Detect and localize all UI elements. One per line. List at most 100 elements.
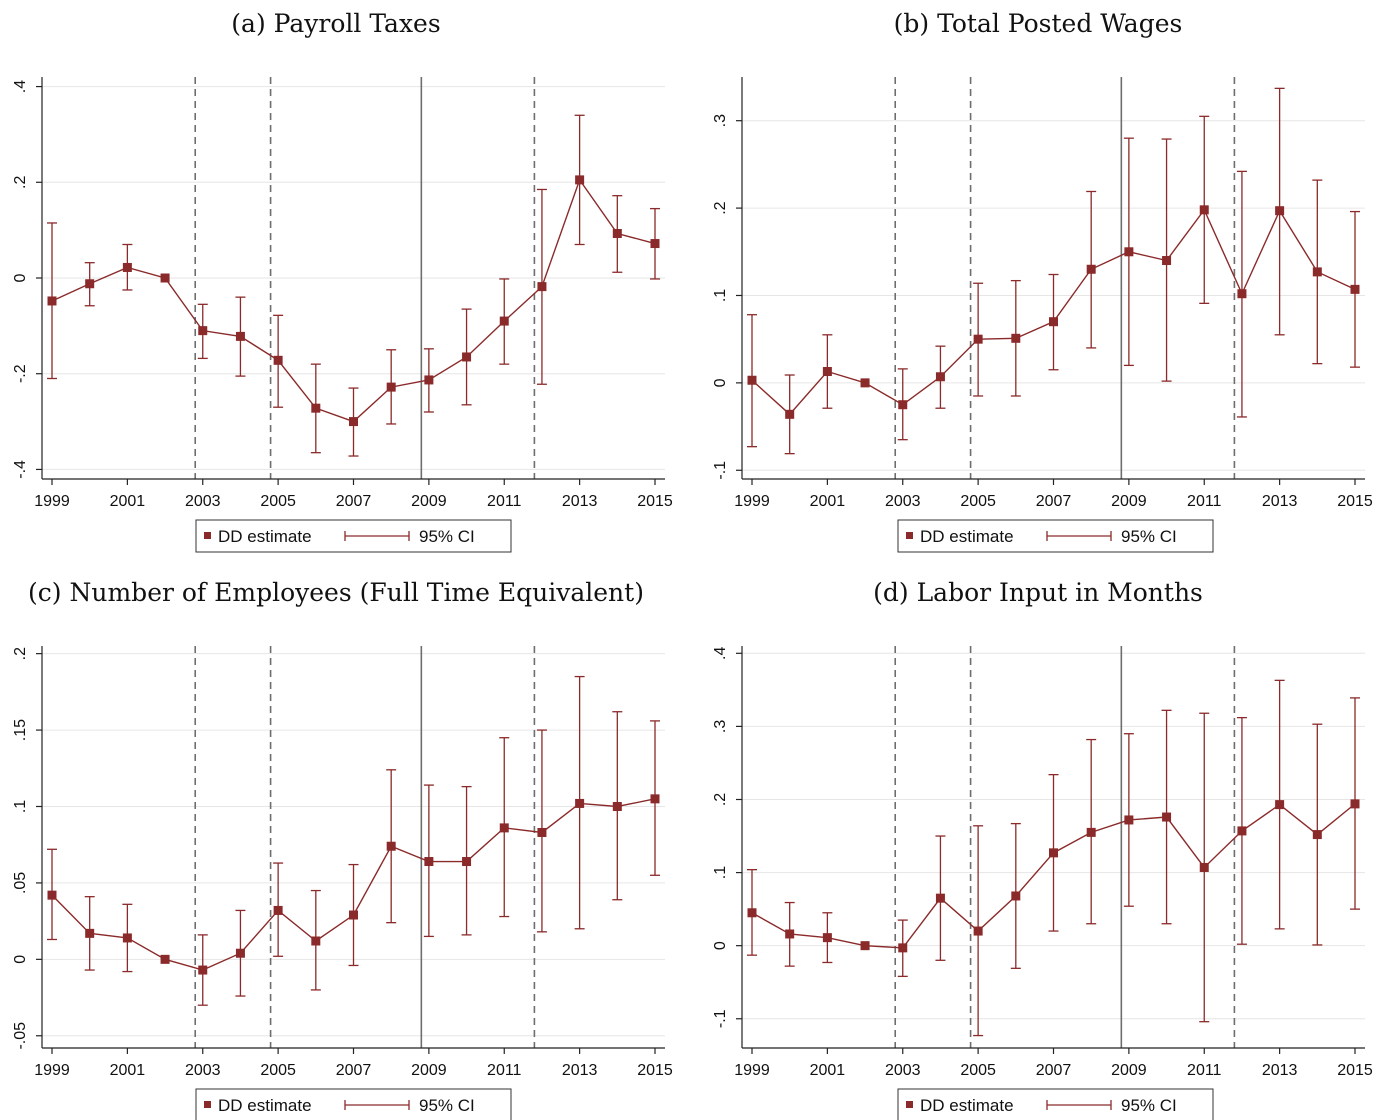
- x-tick-label: 2005: [260, 493, 296, 510]
- estimate-point: [785, 409, 795, 419]
- estimate-point: [860, 378, 870, 388]
- estimate-point: [1011, 333, 1021, 343]
- estimate-point: [1199, 862, 1209, 872]
- y-tick-label: -.4: [12, 460, 29, 479]
- estimate-point: [1162, 812, 1172, 822]
- estimate-point: [1049, 317, 1058, 327]
- estimate-point: [650, 239, 660, 249]
- estimate-point: [612, 801, 622, 811]
- y-tick-label: -.05: [12, 1022, 29, 1050]
- legend-label-estimate: DD estimate: [920, 527, 1014, 546]
- estimate-point: [650, 794, 660, 804]
- x-tick-label: 2015: [1337, 1062, 1373, 1079]
- y-tick-label: 0: [712, 378, 729, 387]
- estimate-point: [311, 936, 321, 946]
- y-tick-label: 0: [12, 273, 29, 282]
- estimate-point: [1237, 826, 1247, 836]
- y-tick-label: -.2: [12, 364, 29, 383]
- y-tick-label: .2: [712, 793, 729, 806]
- legend-label-ci: 95% CI: [419, 527, 475, 546]
- y-tick-label: .4: [712, 647, 729, 660]
- y-tick-label: .3: [712, 720, 729, 733]
- legend: DD estimate 95% CI: [195, 519, 512, 553]
- x-tick-label: 2013: [1262, 493, 1298, 510]
- legend-marker-estimate: [906, 1101, 913, 1108]
- x-tick-label: 2003: [185, 1062, 221, 1079]
- estimate-point: [747, 375, 757, 385]
- estimate-point: [1086, 827, 1096, 837]
- x-tick-label: 2005: [960, 1062, 996, 1079]
- estimate-point: [499, 316, 509, 326]
- estimate-point: [198, 965, 208, 975]
- x-tick-label: 2011: [487, 1062, 522, 1079]
- y-tick-label: 0: [712, 941, 729, 950]
- x-tick-label: 2013: [562, 1062, 598, 1079]
- estimate-point: [785, 929, 795, 939]
- estimate-point: [1350, 284, 1360, 294]
- x-tick-label: 2005: [260, 1062, 296, 1079]
- estimate-point: [273, 905, 283, 915]
- estimate-line: [51, 178, 656, 423]
- y-tick-label: .2: [712, 201, 729, 214]
- estimate-point: [198, 326, 208, 336]
- estimate-point: [349, 417, 358, 427]
- estimate-point: [822, 933, 832, 943]
- estimate-point: [1312, 267, 1322, 277]
- legend: DD estimate 95% CI: [897, 1088, 1214, 1120]
- legend-marker-estimate: [906, 532, 913, 539]
- estimate-point: [122, 933, 132, 943]
- panel-d-title: (d) Labor Input in Months: [873, 578, 1203, 607]
- estimate-point: [1086, 264, 1096, 274]
- estimate-point: [1049, 848, 1058, 858]
- estimate-point: [311, 403, 321, 413]
- estimate-point: [1350, 799, 1360, 809]
- x-tick-label: 2015: [637, 493, 673, 510]
- y-tick-label: .1: [712, 289, 729, 302]
- x-tick-label: 1999: [34, 493, 70, 510]
- x-tick-label: 2007: [1036, 1062, 1072, 1079]
- estimate-point: [273, 355, 283, 365]
- panel-c-title: (c) Number of Employees (Full Time Equiv…: [28, 578, 644, 607]
- legend-marker-estimate: [204, 532, 211, 539]
- legend-label-estimate: DD estimate: [920, 1096, 1014, 1115]
- estimate-point: [822, 367, 832, 377]
- y-tick-label: -.1: [712, 461, 729, 480]
- estimate-point: [1011, 891, 1021, 901]
- estimate-point: [386, 382, 396, 392]
- y-tick-label: .3: [712, 114, 729, 127]
- estimate-point: [462, 857, 472, 867]
- x-tick-label: 2009: [1111, 1062, 1147, 1079]
- y-tick-label: .05: [12, 872, 29, 894]
- x-tick-label: 2003: [885, 493, 921, 510]
- estimate-point: [1275, 206, 1285, 216]
- estimate-point: [935, 893, 945, 903]
- x-tick-label: 2001: [110, 493, 146, 510]
- estimate-point: [1162, 256, 1172, 266]
- y-tick-label: .1: [12, 800, 29, 813]
- estimate-point: [85, 928, 95, 938]
- y-tick-label: .15: [12, 719, 29, 741]
- x-tick-label: 2001: [810, 493, 846, 510]
- legend-label-ci: 95% CI: [419, 1096, 475, 1115]
- estimate-point: [935, 372, 945, 382]
- estimate-point: [537, 827, 547, 837]
- x-tick-label: 2001: [810, 1062, 846, 1079]
- y-tick-label: .2: [12, 176, 29, 189]
- estimate-point: [1199, 205, 1209, 215]
- x-tick-label: 2007: [336, 493, 372, 510]
- estimate-point: [386, 841, 396, 851]
- legend-label-estimate: DD estimate: [218, 1096, 312, 1115]
- y-tick-label: .4: [12, 80, 29, 93]
- panel-b-title: (b) Total Posted Wages: [893, 9, 1183, 38]
- estimate-point: [612, 228, 622, 238]
- x-tick-label: 2003: [185, 493, 221, 510]
- y-tick-label: .2: [12, 647, 29, 660]
- x-tick-label: 1999: [734, 1062, 770, 1079]
- y-tick-label: -.1: [712, 1009, 729, 1028]
- x-tick-label: 2007: [336, 1062, 372, 1079]
- estimate-point: [47, 890, 57, 900]
- legend-label-ci: 95% CI: [1121, 527, 1177, 546]
- x-tick-label: 2009: [411, 1062, 447, 1079]
- estimate-point: [1275, 800, 1285, 810]
